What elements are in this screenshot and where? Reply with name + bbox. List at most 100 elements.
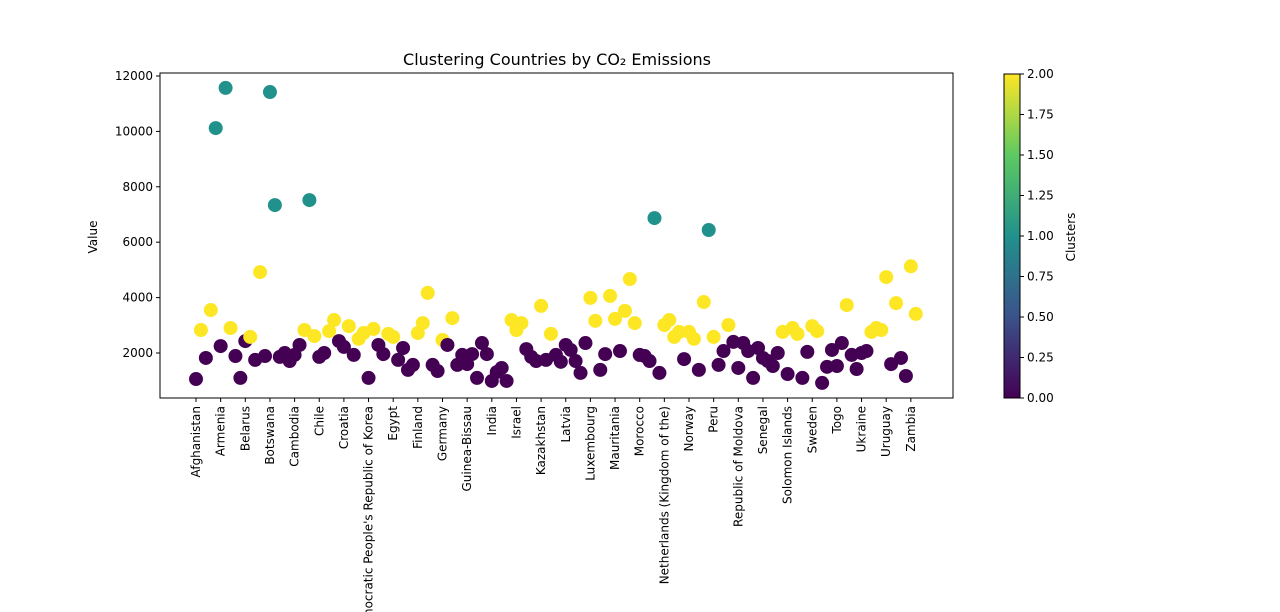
- point: [711, 357, 726, 372]
- y-tick-label: 6000: [122, 235, 153, 249]
- x-tick-label: Finland: [411, 406, 425, 449]
- x-tick-label: India: [485, 406, 499, 435]
- point: [208, 121, 223, 136]
- point: [366, 321, 381, 336]
- colorbar-tick-label: 0.50: [1027, 310, 1054, 324]
- point: [262, 85, 277, 100]
- point: [534, 298, 549, 313]
- point: [499, 373, 514, 388]
- point: [405, 357, 420, 372]
- point: [889, 296, 904, 311]
- point: [662, 313, 677, 328]
- point: [189, 372, 203, 387]
- x-tick-label: Armenia: [214, 406, 228, 456]
- point: [706, 329, 721, 344]
- point: [322, 324, 337, 339]
- colorbar: [1003, 73, 1021, 399]
- y-tick-label: 4000: [122, 291, 153, 305]
- point: [223, 321, 238, 336]
- colorbar-tick-label: 1.75: [1027, 108, 1054, 122]
- point: [243, 329, 258, 344]
- point: [218, 80, 233, 95]
- point: [193, 322, 208, 337]
- point: [849, 362, 864, 377]
- x-tick-label: Kazakhstan: [534, 406, 548, 475]
- point: [677, 352, 692, 367]
- y-tick-label: 10000: [115, 124, 153, 138]
- point: [583, 290, 598, 305]
- x-tick-label: Democratic People's Republic of Korea: [362, 406, 376, 612]
- point: [859, 344, 874, 359]
- point: [307, 329, 322, 344]
- point: [721, 318, 736, 333]
- point: [267, 198, 282, 213]
- colorbar-tick-label: 0.75: [1027, 270, 1054, 284]
- point: [627, 316, 642, 331]
- chart-title: Clustering Countries by CO₂ Emissions: [403, 50, 711, 69]
- point: [198, 350, 213, 365]
- x-tick-label: Cambodia: [288, 406, 302, 467]
- point: [903, 259, 918, 274]
- point: [336, 339, 351, 354]
- point: [893, 350, 908, 365]
- point: [652, 365, 667, 380]
- point: [672, 324, 687, 339]
- x-tick-label: Senegal: [756, 406, 770, 454]
- x-tick-label: Solomon Islands: [781, 406, 795, 504]
- point: [622, 272, 637, 287]
- point: [213, 339, 228, 354]
- point: [543, 326, 558, 341]
- x-tick-label: Morocco: [633, 406, 647, 456]
- point: [795, 370, 810, 385]
- point: [898, 368, 913, 383]
- point: [341, 319, 356, 334]
- point: [430, 363, 445, 378]
- point: [568, 354, 583, 369]
- point: [563, 342, 578, 357]
- point: [258, 349, 273, 364]
- x-tick-label: Germany: [436, 406, 450, 461]
- point: [612, 344, 627, 359]
- point: [465, 347, 480, 362]
- x-tick-label: Israel: [509, 406, 523, 439]
- x-tick-label: Latvia: [559, 406, 573, 443]
- point: [598, 347, 613, 362]
- colorbar-label: Clusters: [1064, 213, 1078, 262]
- colorbar-tick-label: 2.00: [1027, 67, 1054, 81]
- point: [647, 211, 662, 226]
- point: [879, 270, 894, 285]
- point: [701, 223, 716, 238]
- colorbar-tick-label: 1.00: [1027, 229, 1054, 243]
- point: [780, 367, 795, 382]
- point: [391, 352, 406, 367]
- point: [908, 306, 923, 321]
- colorbar-tick-label: 1.50: [1027, 148, 1054, 162]
- x-tick-label: Luxembourg: [583, 406, 597, 481]
- x-tick-label: Croatia: [337, 406, 351, 449]
- point: [770, 345, 785, 360]
- point: [420, 285, 435, 300]
- point: [327, 313, 342, 328]
- colorbar-tick-label: 1.25: [1027, 189, 1054, 203]
- point: [765, 359, 780, 374]
- x-tick-label: Norway: [682, 406, 696, 452]
- point: [346, 347, 361, 362]
- point: [470, 370, 485, 385]
- x-tick-label: Uruguay: [879, 406, 893, 457]
- point: [253, 265, 268, 280]
- x-tick-label: Egypt: [386, 406, 400, 441]
- colorbar-tick-label: 0.25: [1027, 351, 1054, 365]
- x-tick-label: Guinea-Bissau: [460, 406, 474, 492]
- point: [691, 362, 706, 377]
- point: [578, 336, 593, 351]
- point: [790, 326, 805, 341]
- point: [746, 370, 761, 385]
- x-tick-label: Chile: [312, 406, 326, 436]
- point: [642, 354, 657, 369]
- y-tick-label: 8000: [122, 180, 153, 194]
- point: [317, 345, 332, 360]
- point: [716, 344, 731, 359]
- point: [494, 360, 509, 375]
- point: [588, 313, 603, 328]
